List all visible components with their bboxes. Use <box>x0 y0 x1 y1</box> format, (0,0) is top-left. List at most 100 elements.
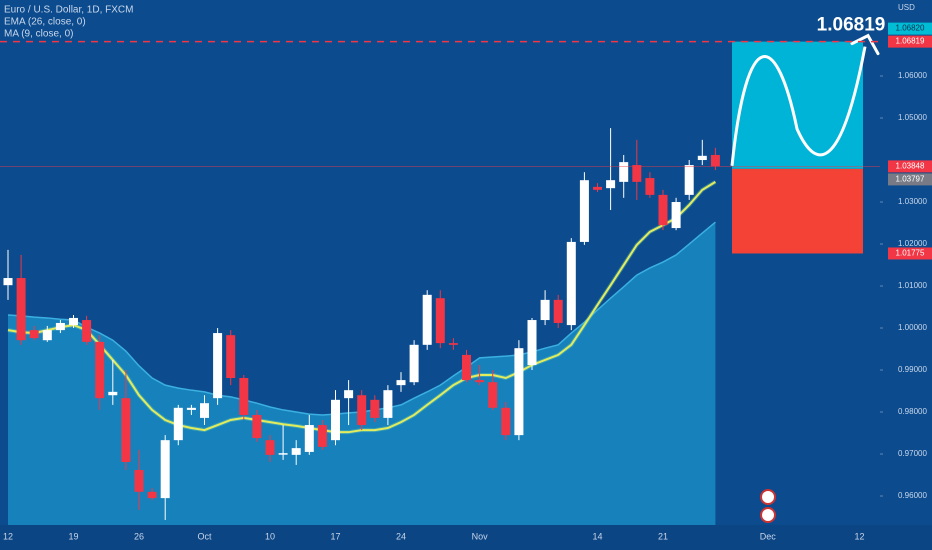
candle-body <box>186 407 196 410</box>
candle-body <box>658 194 668 226</box>
y-tick-label: 0.96000 <box>898 491 927 500</box>
candle-body <box>370 399 380 418</box>
candle-body <box>619 162 629 182</box>
candle-body <box>213 333 223 399</box>
chart-title: Euro / U.S. Dollar, 1D, FXCM <box>4 5 133 16</box>
candle-body <box>265 440 275 455</box>
candle-body <box>239 378 249 415</box>
price-label: 1.01775 <box>896 249 925 258</box>
candle-body <box>160 440 170 499</box>
candle-body <box>645 178 655 195</box>
y-tick-label: 0.97000 <box>898 449 927 458</box>
candle-body <box>278 453 288 455</box>
candle-body <box>3 278 13 286</box>
price-label: 1.06820 <box>896 24 925 33</box>
candle-body <box>422 294 432 345</box>
candle-body <box>710 154 720 167</box>
price-label-box <box>888 160 932 173</box>
candle-body <box>252 414 262 439</box>
y-tick-label: 0.99000 <box>898 365 927 374</box>
x-tick-label: 26 <box>134 531 144 541</box>
y-tick-label: 1.00000 <box>898 323 927 332</box>
candle-body <box>29 330 39 339</box>
candle-body <box>304 425 314 452</box>
price-label-box <box>888 173 932 186</box>
candle-body <box>540 299 550 321</box>
event-icon[interactable] <box>760 507 776 523</box>
candle-body <box>317 425 327 447</box>
plot-area <box>3 128 720 525</box>
candle-body <box>134 469 144 492</box>
projection-arrow <box>850 33 880 56</box>
candle-body <box>593 186 602 190</box>
x-tick-label: 14 <box>592 531 602 541</box>
candle-body <box>147 491 157 499</box>
x-tick-label: 17 <box>330 531 340 541</box>
candle-body <box>344 390 354 399</box>
candle-body <box>121 398 131 462</box>
event-icons <box>760 489 776 523</box>
candle-body <box>226 335 236 378</box>
candle-body <box>579 180 589 242</box>
target-label: 1.06819 <box>817 15 886 36</box>
candle-body <box>55 322 65 331</box>
overlay: 1.06819 <box>0 15 885 254</box>
y-tick-label: 1.03000 <box>898 197 927 206</box>
candle-body <box>16 278 26 341</box>
x-tick-label: Nov <box>472 531 489 541</box>
candle-body <box>95 341 105 399</box>
candle-body <box>331 399 340 441</box>
candle-body <box>488 382 498 408</box>
legend-entry: EMA (26, close, 0) <box>4 17 86 28</box>
candle-body <box>291 448 301 455</box>
y-tick-label: 1.06000 <box>898 71 927 80</box>
price-label: 1.03797 <box>896 175 925 184</box>
x-tick-label: 19 <box>68 531 78 541</box>
candle-body <box>697 155 707 161</box>
candle-body <box>383 390 393 418</box>
candle-body <box>173 407 183 441</box>
currency: USD <box>898 3 915 12</box>
candle-body <box>514 348 524 436</box>
y-tick-label: 1.02000 <box>898 239 927 248</box>
candle-body <box>566 241 576 326</box>
candle-body <box>200 403 209 418</box>
y-tick-label: 1.05000 <box>898 113 927 122</box>
candle-body <box>82 320 92 342</box>
candle-body <box>632 165 642 182</box>
x-tick-label: 21 <box>658 531 668 541</box>
price-label-box <box>888 247 932 260</box>
candle-body <box>606 180 616 189</box>
x-tick-label: 12 <box>854 531 864 541</box>
ma-area <box>8 222 716 525</box>
event-icon[interactable] <box>760 489 776 505</box>
candle-body <box>108 391 118 396</box>
target-zone <box>732 41 863 169</box>
x-tick-label: Dec <box>760 531 777 541</box>
candle-body <box>553 299 563 323</box>
candle-body <box>462 354 471 381</box>
x-tick-label: 24 <box>396 531 406 541</box>
candle-body <box>435 298 445 344</box>
legend-entry: MA (9, close, 0) <box>4 29 73 40</box>
projection-curve <box>730 46 867 166</box>
x-tick-label: 10 <box>265 531 275 541</box>
x-axis-strip <box>0 525 932 550</box>
y-tick-label: 0.98000 <box>898 407 927 416</box>
candle-body <box>527 320 537 365</box>
candle-body <box>684 165 694 195</box>
candle-body <box>475 380 485 383</box>
price-label-box <box>888 22 932 35</box>
candle-body <box>501 407 511 436</box>
price-label-box <box>888 35 932 48</box>
candle-body <box>396 380 406 386</box>
candle-body <box>357 395 367 426</box>
candle-body <box>409 344 419 383</box>
x-tick-label: Oct <box>197 531 212 541</box>
y-tick-label: 1.01000 <box>898 281 927 290</box>
price-label: 1.06819 <box>896 37 925 46</box>
stop-zone <box>732 168 863 254</box>
candle-body <box>671 202 681 229</box>
candle-body <box>42 330 52 341</box>
